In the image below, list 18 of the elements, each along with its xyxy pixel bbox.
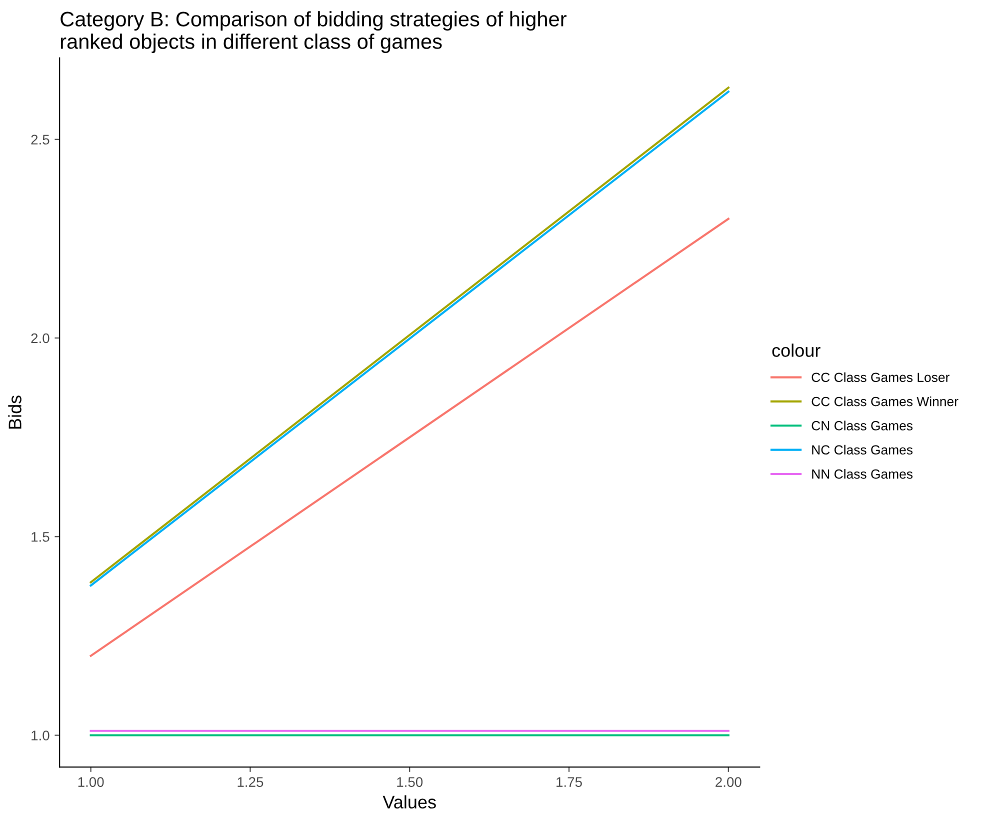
x-axis-title: Values (382, 795, 436, 809)
legend-label: NC Class Games (812, 444, 913, 455)
legend-label: NN Class Games (812, 469, 913, 479)
legend-title: colour (772, 344, 820, 357)
y-axis-title: Bids (8, 396, 22, 429)
x-tick-label: 1.00 (78, 777, 104, 787)
y-tick-label: 2.0 (31, 333, 50, 344)
y-tick-label: 1.0 (32, 730, 50, 740)
legend-label: CC Class Games Winner (812, 396, 958, 406)
x-tick-label: 2.00 (716, 777, 742, 787)
chart-title: Category B: Comparison of bidding strategies of higher ranked objects in different class of games (60, 11, 566, 54)
y-tick-label: 2.5 (31, 134, 50, 145)
x-tick-label: 1.50 (397, 777, 423, 787)
y-tick-label: 1.5 (32, 532, 50, 542)
legend-label: CC Class Games Loser (812, 372, 950, 382)
legend-label: CN Class Games (812, 420, 913, 430)
x-tick-label: 1.25 (238, 777, 264, 787)
x-tick-label: 1.75 (556, 777, 582, 787)
